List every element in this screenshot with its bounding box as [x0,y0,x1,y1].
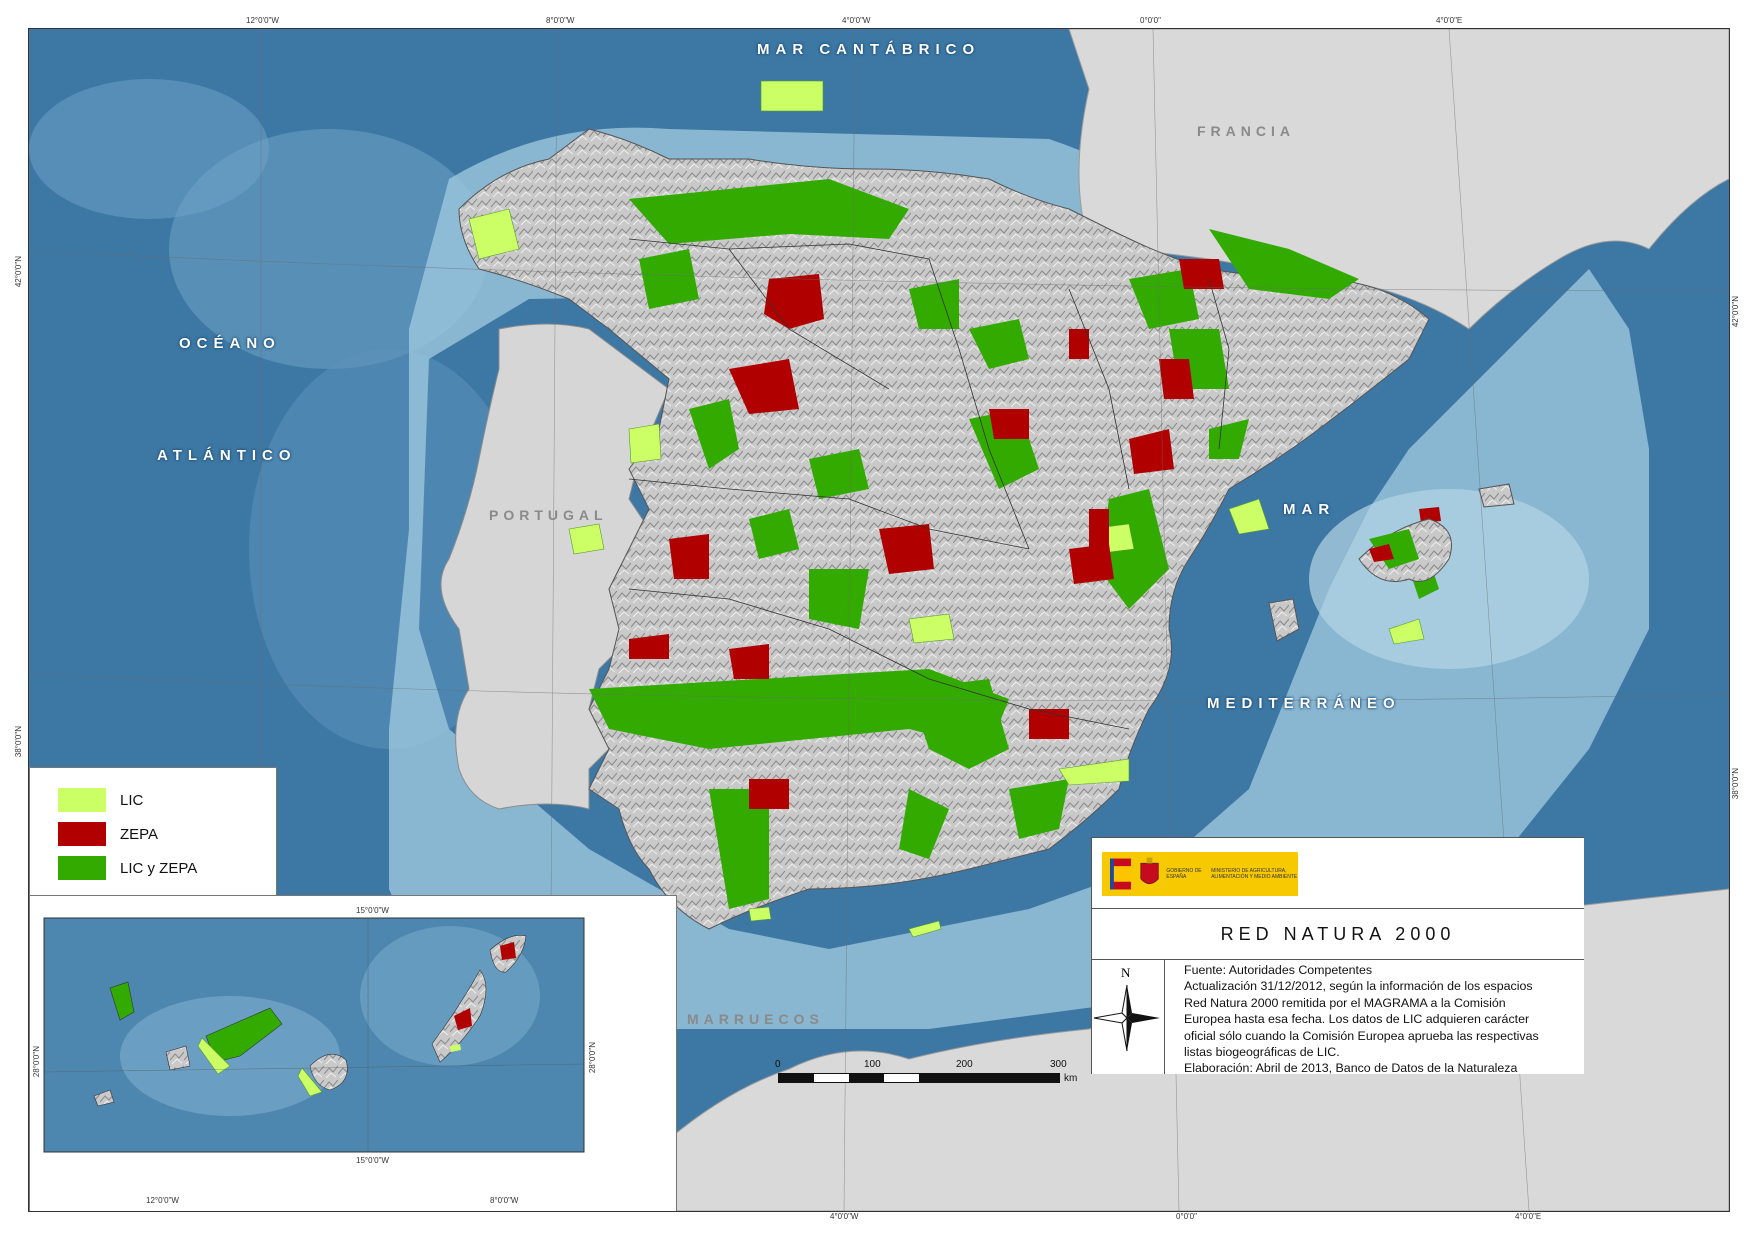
label-mediterraneo: MEDITERRÁNEO [1207,695,1401,712]
tick-bottom-4w: 4°0'0"W [830,1212,859,1221]
la-palma-island [109,981,135,1021]
inset-tick-bottom: 15°0'0"W [356,1156,389,1165]
tick-top-12w: 12°0'0"W [246,16,279,25]
scale-label-0: 0 [775,1059,781,1070]
coat-of-arms-icon [1140,857,1159,885]
tick-left-38n: 38°0'0"N [14,726,23,758]
legend-swatch-zepa [58,822,106,846]
scale-label-100: 100 [864,1059,881,1070]
logo-gobierno-text: GOBIERNO DE ESPAÑA [1166,868,1202,880]
north-arrow-cell: N [1092,959,1165,1074]
tick-bottom-0: 0°0'0" [1176,1212,1197,1221]
inset-canvas [43,917,585,1153]
la-gomera-island [165,1045,191,1071]
tick-right-42n: 42°0'0"N [1731,296,1740,328]
north-arrow-icon [1093,984,1160,1052]
ocean-shoal [249,349,529,749]
balearic-shelf [1309,489,1589,669]
label-francia: FRANCIA [1197,123,1295,139]
legend-item-lic: LIC [58,788,143,812]
credits-line: Elaboración: Abril de 2013, Banco de Dat… [1184,1061,1518,1076]
scale-label-300: 300 [1050,1059,1067,1070]
tick-top-4w: 4°0'0"W [842,16,871,25]
credits-line: listas biogeográficas de LIC. [1184,1045,1340,1060]
tick-top-0: 0°0'0" [1140,16,1161,25]
ibiza-island [1268,598,1300,642]
gran-canaria-island [309,1053,348,1091]
credits-line: Europea hasta esa fecha. Los datos de LI… [1184,1012,1530,1027]
credits-text: Fuente: Autoridades Competentes Actualiz… [1184,962,1576,1077]
continental-shelf [389,127,1649,1030]
legend-panel: LIC ZEPA LIC y ZEPA [29,767,277,897]
mallorca-lic-zepa [1369,529,1419,569]
label-marruecos: MARRUECOS [687,1011,824,1027]
legend-item-lic-zepa: LIC y ZEPA [58,856,197,880]
label-mar: MAR [1283,501,1336,518]
legend-swatch-lic [58,788,106,812]
map-frame[interactable]: MAR CANTÁBRICO FRANCIA OCÉANO ATLÁNTICO … [28,28,1730,1212]
label-oceano: OCÉANO [179,335,281,352]
menorca-island [1478,483,1515,508]
inset-tick-top: 15°0'0"W [356,906,389,915]
scale-unit: km [1064,1073,1078,1084]
label-mar-cantabrico: MAR CANTÁBRICO [757,41,981,58]
credits-line: Fuente: Autoridades Competentes [1184,963,1373,977]
inset-tick-left: 28°0'0"N [32,1046,41,1078]
legend-label-lic: LIC [120,791,144,809]
ocean-shoal [29,79,269,219]
tick-top-8w: 8°0'0"W [546,16,575,25]
scale-bar-segments [778,1073,1060,1083]
zepa-areas [629,259,1441,809]
mallorca-zepa [1369,544,1394,562]
ministry-logo: GOBIERNO DE ESPAÑA MINISTERIO DE AGRICUL… [1102,852,1298,896]
map-canvas [29,29,1729,1211]
logo-ministerio-text: MINISTERIO DE AGRICULTURA, ALIMENTACIÓN … [1211,868,1298,880]
inset-tick-right: 28°0'0"N [588,1042,597,1074]
title-block: GOBIERNO DE ESPAÑA MINISTERIO DE AGRICUL… [1091,837,1584,1077]
legend-label-zepa: ZEPA [120,825,159,843]
inset-outer-tick-12w: 12°0'0"W [146,1196,179,1205]
legend-swatch-lic-zepa [58,856,106,880]
tick-right-38n: 38°0'0"N [1731,768,1740,800]
label-atlantico: ATLÁNTICO [157,447,297,464]
credits-line: Red Natura 2000 remitida por el MAGRAMA … [1184,995,1506,1010]
legend-item-zepa: ZEPA [58,822,158,846]
tick-left-42n: 42°0'0"N [14,256,23,288]
lic-areas [468,80,1425,938]
portugal-land [440,323,670,810]
el-hierro-island [93,1089,115,1107]
scale-label-200: 200 [956,1059,973,1070]
legend-label-lic-zepa: LIC y ZEPA [120,859,198,877]
credits-line: oficial sólo cuando la Comisión Europea … [1184,1028,1539,1043]
ocean-shoal [169,129,489,369]
inset-outer-tick-8w: 8°0'0"W [490,1196,519,1205]
tick-top-4e: 4°0'0"E [1436,16,1463,25]
tick-bottom-4e: 4°0'0"E [1515,1212,1542,1221]
regional-boundaries [628,238,1230,730]
spain-flag-icon [1110,858,1132,890]
label-portugal: PORTUGAL [489,507,608,523]
map-title: RED NATURA 2000 [1092,908,1584,960]
credits-line: Actualización 31/12/2012, según la infor… [1184,979,1533,994]
canary-islands-inset[interactable]: 15°0'0"W 15°0'0"W 28°0'0"N 28°0'0"N 12°0… [29,895,677,1211]
north-label: N [1121,965,1131,980]
